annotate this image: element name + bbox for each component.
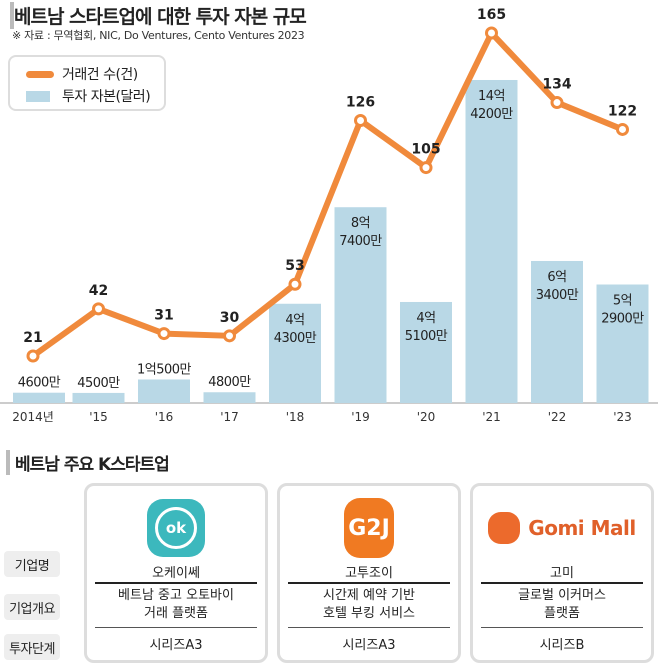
row-label-name: 기업명 [4, 551, 60, 577]
deals-line [31, 30, 624, 359]
bar [400, 301, 452, 403]
legend-label: 거래건 수(건) [62, 67, 138, 83]
source-note: ※ 자료 : 무역협회, NIC, Do Ventures, Cento Ven… [12, 29, 305, 42]
line-point [157, 327, 171, 341]
company-name: 고미 [550, 566, 574, 581]
bar-label: 8억 [351, 216, 370, 231]
line-value-label: 30 [220, 310, 240, 326]
company-desc: 글로벌 이커머스 플랫폼 [518, 588, 606, 621]
legend: 거래건 수(건) 투자 자본(달러) [8, 55, 166, 111]
line-point [550, 96, 564, 110]
line-point [92, 302, 105, 316]
bar-label: 4억 [285, 313, 304, 328]
company-desc: 베트남 중고 오토바이 거래 플랫폼 [118, 588, 234, 621]
x-tick-label: '19 [351, 410, 370, 424]
x-tick-label: 2014년 [12, 410, 54, 424]
line-value-label: 126 [346, 94, 375, 110]
x-tick-label: '20 [417, 410, 436, 424]
bar [465, 79, 518, 403]
x-tick-label: '23 [613, 410, 632, 424]
bar [334, 207, 387, 403]
bar [531, 260, 583, 403]
x-tick-label: '17 [220, 410, 239, 424]
company-name: 오케이쎄 [152, 566, 200, 581]
bar-label: 4600만 [18, 376, 61, 391]
bar-label: 2900만 [601, 312, 644, 327]
legend-item-bar: 투자 자본(달러) [26, 85, 164, 107]
line-point [354, 113, 367, 127]
line-value-label: 134 [542, 77, 571, 93]
go2joy-logo: G2J [280, 498, 458, 558]
investment-chart: 4600만 2014년 4500만 '15 1억500만 '16 4800만 '17 4억 430… [0, 7, 658, 424]
line-value-label: 21 [23, 330, 42, 346]
line-point [485, 26, 498, 40]
company-card-go2joy: G2J 고투조이 시간제 예약 기반 호텔 부킹 서비스 시리즈A3 [277, 483, 461, 663]
line-point [26, 349, 40, 363]
bar-label: 7400만 [339, 234, 382, 249]
bar [72, 392, 125, 403]
x-tick-label: '21 [482, 410, 501, 424]
okxe-logo: ok [87, 498, 265, 558]
bar-label: 4200만 [470, 107, 513, 122]
bar-label: 4억 [416, 311, 435, 326]
company-name: 고투조이 [345, 566, 393, 581]
line-value-label: 105 [411, 142, 440, 158]
bar-label: 1억500만 [137, 362, 192, 377]
line-point [223, 329, 236, 343]
bar-label: 4500만 [77, 376, 120, 391]
row-label-stage: 투자단계 [4, 634, 60, 660]
bar-label: 3400만 [536, 288, 579, 303]
company-card-gomi: Gomi Mall 고미 글로벌 이커머스 플랫폼 시리즈B [470, 483, 654, 663]
bar [269, 303, 321, 403]
line-value-label: 53 [285, 258, 304, 274]
line-swatch [26, 70, 54, 78]
section-title: 베트남 주요 K스타트업 [6, 450, 170, 475]
bar-swatch [26, 90, 50, 102]
line-value-label: 122 [608, 103, 637, 119]
line-value-label: 42 [89, 283, 108, 299]
x-tick-label: '15 [89, 410, 108, 424]
page-title: 베트남 스타트업에 대한 투자 자본 규모 [10, 2, 307, 29]
bar [138, 379, 190, 403]
company-stage: 시리즈A3 [342, 638, 396, 653]
bar [203, 392, 256, 403]
bar-label: 4800만 [208, 375, 251, 390]
legend-label: 투자 자본(달러) [62, 89, 151, 105]
line-point [616, 122, 629, 136]
legend-item-line: 거래건 수(건) [26, 63, 164, 85]
bar-label: 14억 [478, 89, 505, 104]
bar [13, 392, 65, 403]
bar-label: 4300만 [274, 331, 317, 346]
company-stage: 시리즈B [539, 638, 585, 653]
line-point [288, 277, 302, 291]
gomi-mall-logo: Gomi Mall [473, 498, 651, 558]
company-stage: 시리즈A3 [149, 638, 203, 653]
bar [596, 284, 649, 403]
x-tick-label: '18 [286, 410, 305, 424]
x-tick-label: '22 [548, 410, 567, 424]
bar-label: 5억 [613, 294, 632, 309]
bar-label: 6억 [547, 270, 566, 285]
x-tick-label: '16 [155, 410, 174, 424]
line-value-label: 31 [154, 308, 173, 324]
company-card-okxe: ok 오케이쎄 베트남 중고 오토바이 거래 플랫폼 시리즈A3 [84, 483, 268, 663]
company-desc: 시간제 예약 기반 호텔 부킹 서비스 [323, 588, 415, 621]
line-point [419, 161, 433, 175]
line-value-label: 165 [477, 7, 506, 23]
bar-label: 5100만 [405, 329, 448, 344]
row-label-desc: 기업개요 [4, 594, 60, 620]
